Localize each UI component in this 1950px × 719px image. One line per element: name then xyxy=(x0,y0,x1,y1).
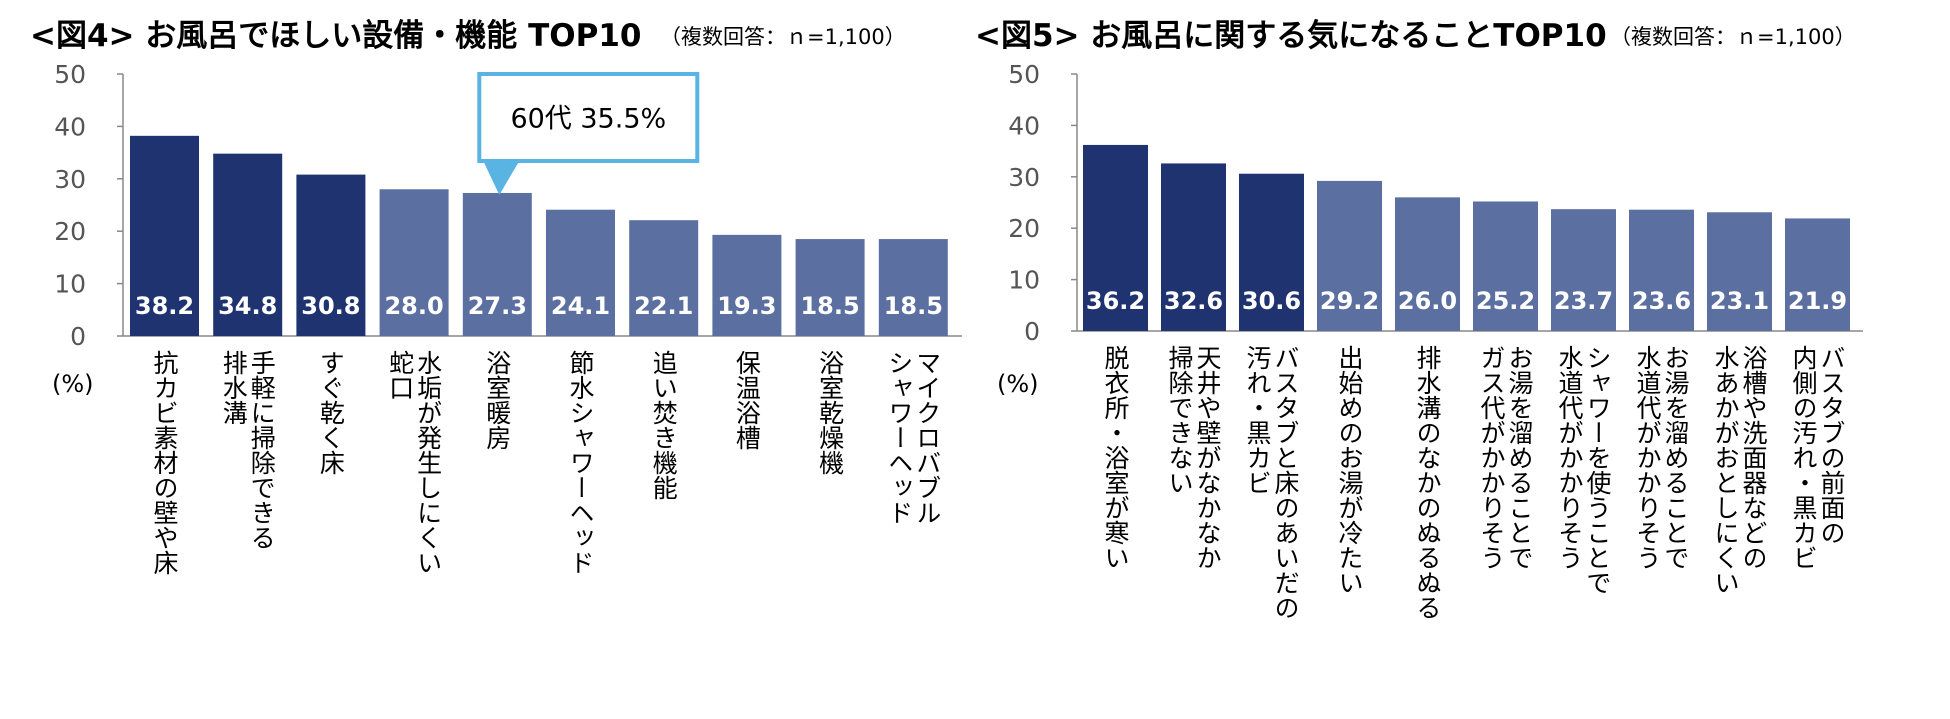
category-label: シャワーヘッド xyxy=(885,350,914,525)
category-label: 追い焚き機能 xyxy=(649,350,678,500)
bar-value-label: 18.5 xyxy=(884,292,943,320)
callout-text: 60代 35.5% xyxy=(510,104,666,135)
y-tick-label: 10 xyxy=(54,270,86,299)
bar-value-label: 23.6 xyxy=(1632,287,1691,315)
bar xyxy=(795,239,865,336)
category-label: 排水溝のなかのぬるぬる xyxy=(1413,345,1442,620)
bar xyxy=(1473,201,1538,331)
y-tick-label: 40 xyxy=(1008,111,1040,140)
bar-value-label: 23.7 xyxy=(1554,287,1613,315)
bar-value-label: 34.8 xyxy=(218,292,277,320)
category-label: 出始めのお湯が冷たい xyxy=(1335,345,1364,595)
bar-value-label: 22.1 xyxy=(634,292,693,320)
y-tick-label: 50 xyxy=(54,60,86,89)
category-label: ガス代がかかりそう xyxy=(1477,345,1506,570)
chart-2-title: <図5> お風呂に関する気になることTOP10 xyxy=(975,18,1607,54)
bar-value-label: 18.5 xyxy=(800,292,859,320)
y-tick-label: 30 xyxy=(54,165,86,194)
bar xyxy=(1395,197,1460,331)
y-tick-label: 20 xyxy=(54,217,86,246)
category-label: 排水溝 xyxy=(219,350,248,425)
chart-2-note: （複数回答：ｎ=1,100） xyxy=(1610,25,1856,49)
category-label: 水道代がかかりそう xyxy=(1633,345,1662,570)
bar-value-label: 27.3 xyxy=(468,292,527,320)
bar-value-label: 23.1 xyxy=(1710,287,1769,315)
y-tick-label: 50 xyxy=(1008,60,1040,89)
category-label: 天井や壁がなかなか xyxy=(1193,345,1222,570)
bar-value-label: 19.3 xyxy=(717,292,776,320)
y-tick-label: 10 xyxy=(1008,266,1040,295)
y-tick-label: 40 xyxy=(54,112,86,141)
bar xyxy=(1629,209,1694,331)
bar xyxy=(1317,180,1382,331)
category-label: 蛇口 xyxy=(386,350,415,400)
bar xyxy=(1551,209,1616,331)
y-tick-label: 0 xyxy=(1024,317,1040,346)
bar-value-label: 38.2 xyxy=(135,292,194,320)
bar xyxy=(462,192,532,336)
bar xyxy=(130,135,199,336)
category-label: お湯を溜めることで xyxy=(1505,345,1534,570)
y-tick-label: 30 xyxy=(1008,163,1040,192)
callout-box xyxy=(477,72,700,163)
chart-1-note: （複数回答：ｎ=1,100） xyxy=(660,25,906,49)
chart-1-y-unit: (%) xyxy=(52,370,94,398)
category-label: 保温浴槽 xyxy=(732,350,761,450)
bar xyxy=(878,239,948,336)
bar-value-label: 30.6 xyxy=(1242,287,1301,315)
bar xyxy=(712,234,782,336)
category-label: 浴室暖房 xyxy=(483,350,512,450)
callout-pointer xyxy=(483,161,520,195)
category-label: 浴槽や洗面器などの xyxy=(1739,345,1768,570)
category-label: 汚れ・黒カビ xyxy=(1243,345,1272,495)
category-label: 水あかがおとしにくい xyxy=(1711,345,1740,595)
bar xyxy=(296,174,366,336)
y-tick-label: 20 xyxy=(1008,214,1040,243)
bar xyxy=(546,209,615,336)
bar xyxy=(1785,218,1850,331)
category-label: 節水シャワーヘッド xyxy=(566,350,595,575)
bar xyxy=(1161,163,1226,331)
bar-value-label: 28.0 xyxy=(384,292,443,320)
category-label: 掃除できない xyxy=(1165,345,1194,495)
bar xyxy=(1083,144,1148,331)
chart-2-y-unit: (%) xyxy=(997,370,1039,398)
bar-value-label: 21.9 xyxy=(1788,287,1847,315)
bar-value-label: 32.6 xyxy=(1164,287,1223,315)
category-label: バスタブの前面の xyxy=(1817,345,1846,545)
bar xyxy=(1239,173,1304,331)
category-label: 浴室乾燥機 xyxy=(816,350,845,475)
category-label: お湯を溜めることで xyxy=(1661,345,1690,570)
bar-value-label: 25.2 xyxy=(1476,287,1535,315)
category-label: 水垢が発生しにくい xyxy=(414,350,443,575)
bar xyxy=(1707,212,1772,331)
category-label: すぐ乾く床 xyxy=(316,350,345,475)
category-label: シャワーを使うことで xyxy=(1583,345,1612,595)
bar-value-label: 29.2 xyxy=(1320,287,1379,315)
bar xyxy=(629,220,699,336)
chart-1-title: <図4> お風呂でほしい設備・機能 TOP10 xyxy=(30,18,641,54)
y-tick-label: 0 xyxy=(70,322,86,351)
chart-2-plot: 0 10 20 30 40 50 36.2 脱衣所・浴室が寒い 32.6 天井や壁がなかなか掃除で… xyxy=(1008,60,1863,620)
bar-value-label: 36.2 xyxy=(1086,287,1145,315)
category-label: 水道代がかかりそう xyxy=(1555,345,1584,570)
category-label: バスタブと床のあいだの xyxy=(1271,345,1300,620)
bar-value-label: 24.1 xyxy=(551,292,610,320)
category-label: 手軽に掃除できる xyxy=(247,350,276,550)
category-label: 内側の汚れ・黒カビ xyxy=(1789,345,1818,570)
category-label: 脱衣所・浴室が寒い xyxy=(1101,345,1130,570)
category-label: 抗カビ素材の壁や床 xyxy=(150,350,179,575)
bar-value-label: 26.0 xyxy=(1398,287,1457,315)
bar xyxy=(213,153,283,336)
category-label: マイクロバブル xyxy=(913,350,942,525)
bar xyxy=(379,189,449,336)
bar-value-label: 30.8 xyxy=(301,292,360,320)
